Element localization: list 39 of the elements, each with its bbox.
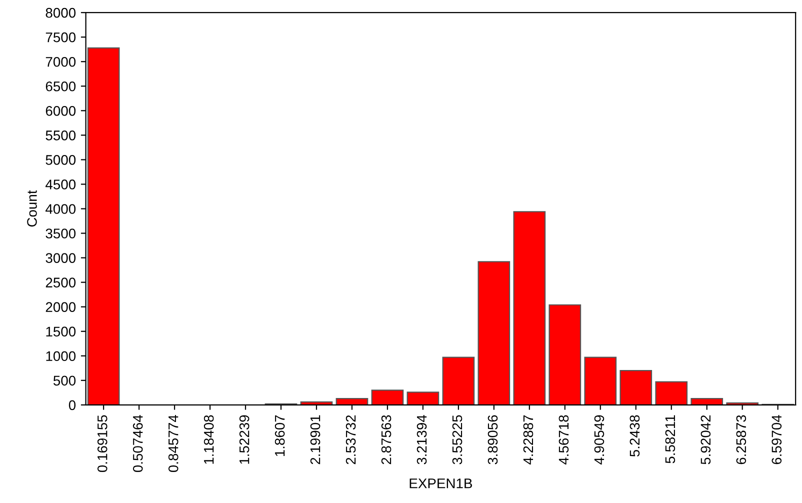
y-tick-label: 3500	[46, 228, 76, 238]
y-tick-label: 5500	[46, 130, 76, 140]
x-tick-label: 2.19901	[310, 415, 320, 464]
x-tick-label: 2.87563	[381, 415, 392, 464]
x-tick-label: 5.2438	[630, 415, 640, 457]
y-tick-label: 1500	[46, 326, 76, 337]
x-tick-label: 1.8607	[274, 415, 285, 456]
y-tick-label: 6500	[46, 81, 76, 92]
y-tick-label: 6000	[46, 106, 76, 116]
x-tick-label: 3.21394	[416, 415, 427, 464]
y-tick-label: 2000	[46, 302, 76, 312]
x-tick-label: 3.89056	[488, 415, 498, 464]
x-tick-label: 3.55225	[452, 415, 462, 464]
y-tick-label: 0	[68, 400, 76, 410]
y-tick-label: 7500	[46, 32, 76, 42]
y-tick-label: 5000	[46, 155, 76, 165]
x-tick-label: 1.18408	[204, 415, 214, 464]
y-tick-label: 8000	[46, 8, 76, 18]
y-tick-label: 500	[53, 376, 76, 386]
x-tick-label: 5.58211	[665, 415, 676, 464]
y-tick-label: 2500	[46, 278, 76, 288]
y-tick-label: 7000	[46, 56, 76, 67]
y-tick-label: 1000	[46, 351, 76, 362]
x-tick-label: 5.92042	[700, 415, 711, 464]
x-tick-label: 6.25873	[736, 415, 746, 464]
x-tick-label: 6.59704	[772, 415, 782, 464]
x-tick-label: 4.56718	[558, 415, 569, 465]
x-axis-title: EXPEN1B	[410, 478, 472, 488]
x-tick-label: 2.53732	[346, 415, 356, 464]
y-tick-label: 3000	[46, 253, 76, 263]
x-tick-label: 0.169155	[97, 415, 108, 472]
x-tick-label: 0.507464	[132, 415, 143, 472]
x-tick-label: 4.90549	[594, 415, 604, 465]
y-tick-label: 4500	[46, 180, 76, 190]
x-tick-label: 0.845774	[168, 415, 178, 472]
x-tick-label: 4.22887	[523, 415, 534, 465]
y-tick-label: 4000	[46, 204, 76, 214]
y-axis-title: Count	[27, 190, 37, 227]
x-tick-label: 1.52239	[239, 415, 250, 464]
